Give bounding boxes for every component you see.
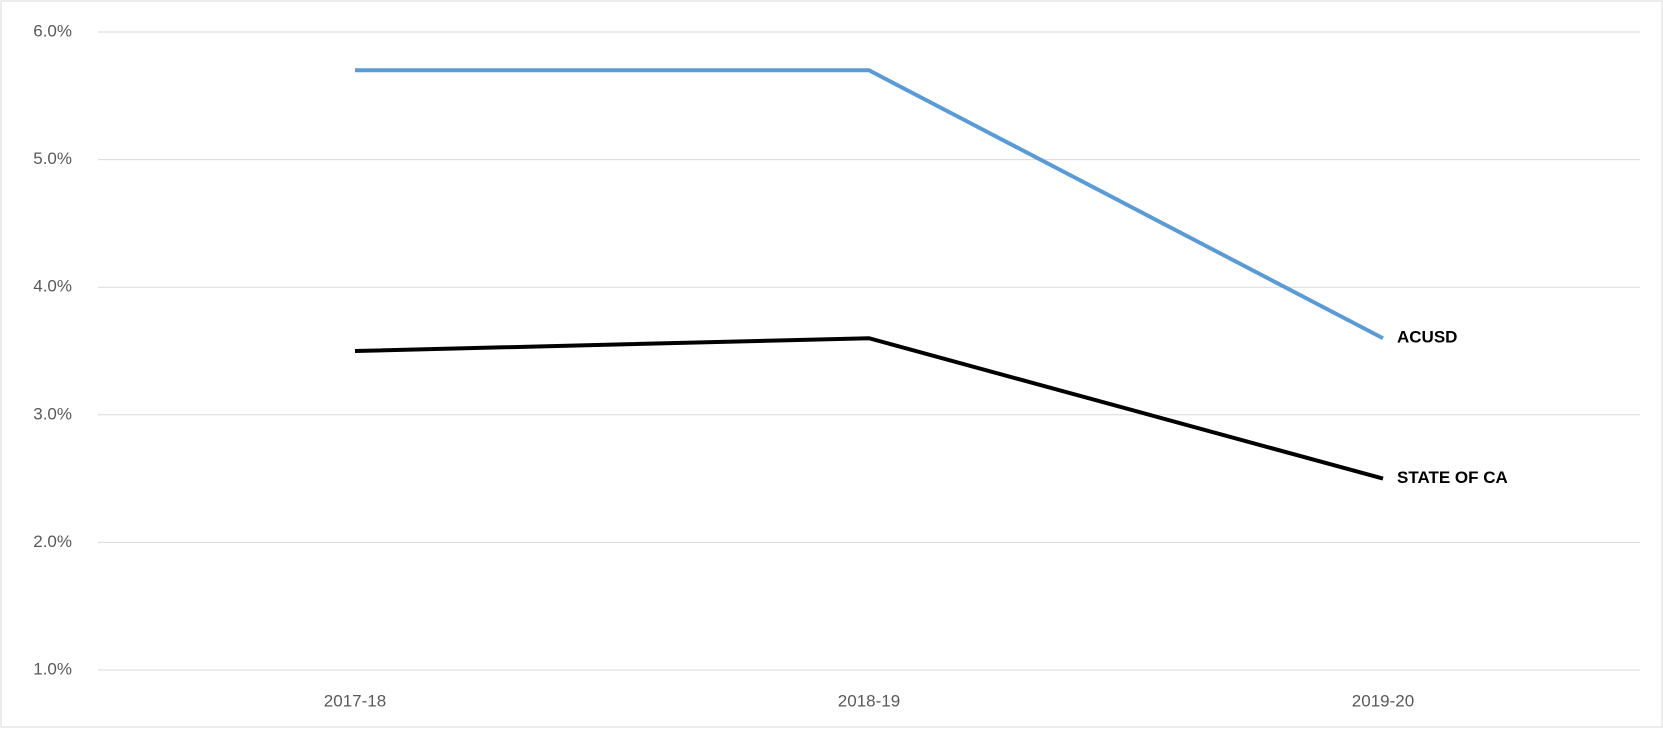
series-line [355,68,1384,341]
y-tick-label: 2.0% [33,532,72,551]
y-tick-label: 6.0% [33,21,72,40]
series-label: STATE OF CA [1397,468,1508,487]
x-tick-label: 2017-18 [324,691,386,710]
series-label: ACUSD [1397,328,1457,347]
y-tick-label: 3.0% [33,404,72,423]
y-tick-label: 5.0% [33,149,72,168]
y-tick-label: 1.0% [33,659,72,678]
series-line [354,336,1384,481]
x-tick-label: 2018-19 [838,691,900,710]
x-tick-label: 2019-20 [1352,691,1414,710]
y-tick-label: 4.0% [33,277,72,296]
